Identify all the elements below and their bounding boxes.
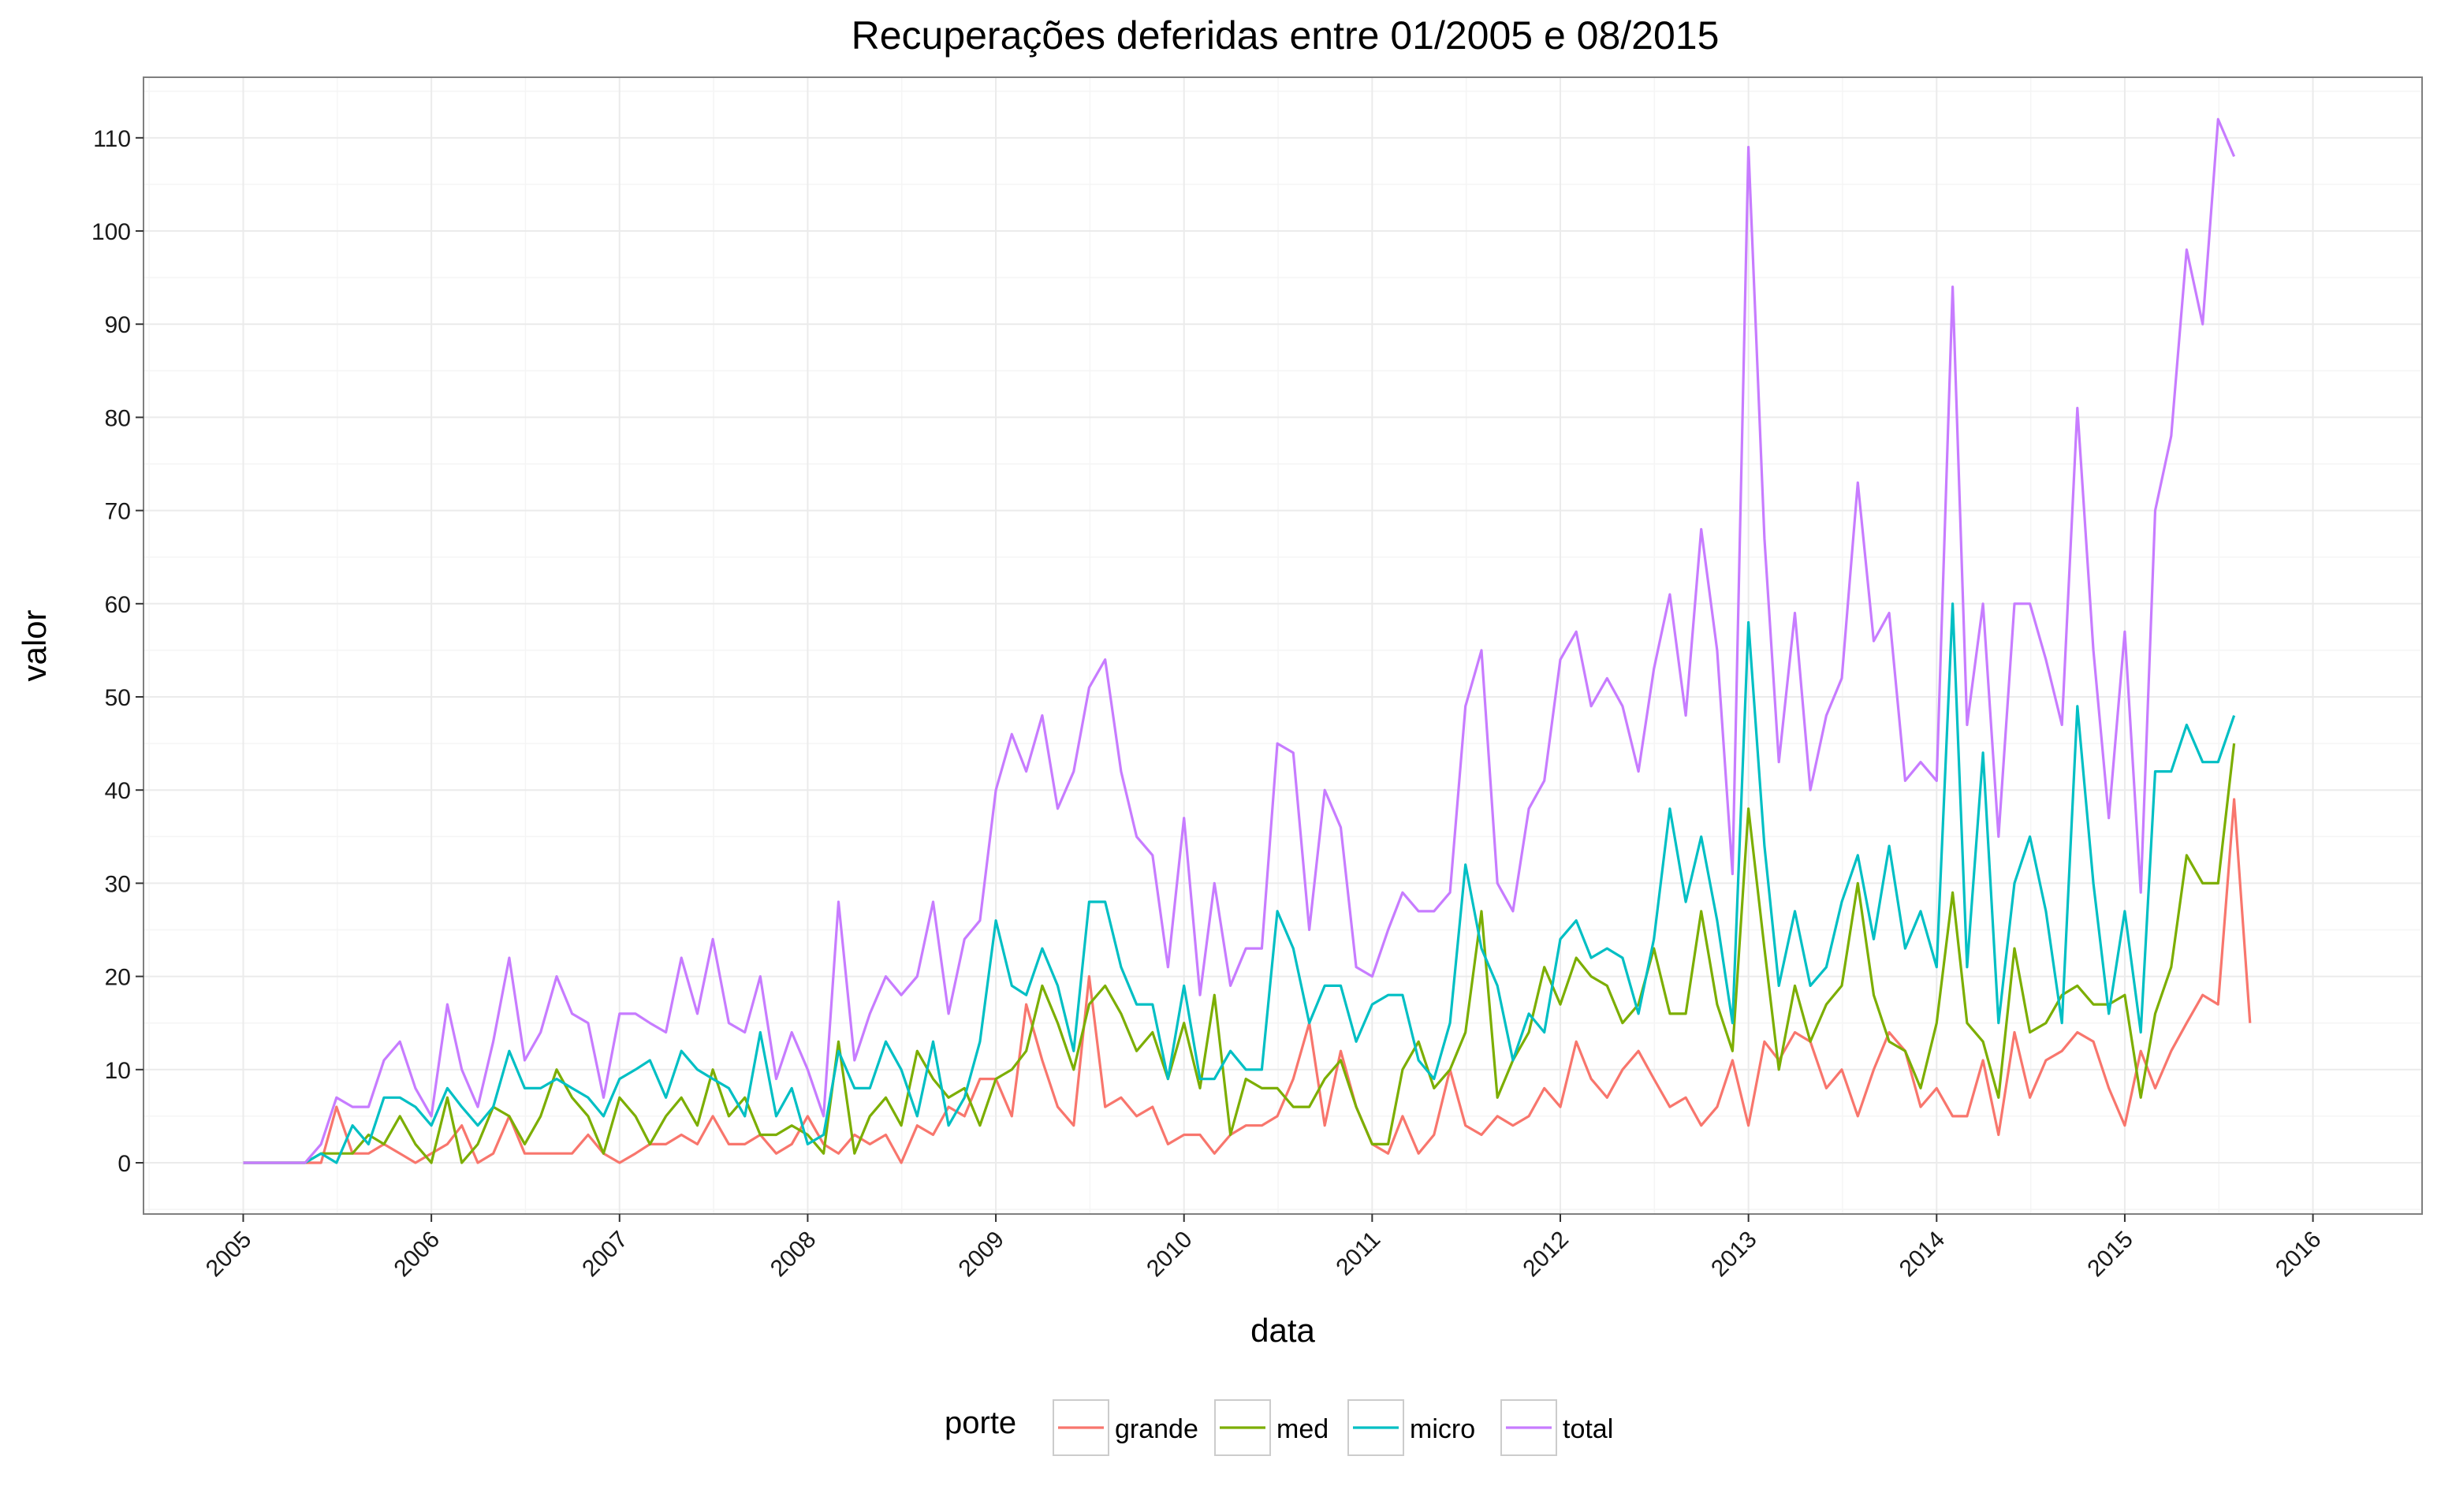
series-line-med [243, 743, 2236, 1164]
x-tick-label: 2010 [1142, 1227, 1198, 1283]
y-axis-title: valor [16, 609, 53, 681]
legend-label-total: total [1563, 1414, 1613, 1444]
y-tick-label: 10 [105, 1058, 131, 1084]
series-lines [243, 117, 2252, 1164]
y-axis: 0 10 20 30 40 50 60 70 80 90 100 110 [91, 126, 143, 1177]
y-tick-label: 100 [91, 219, 131, 245]
y-tick-label: 90 [105, 312, 131, 338]
x-tick-label: 2005 [201, 1227, 257, 1283]
x-tick-label: 2006 [389, 1227, 445, 1283]
x-tick-label: 2014 [1895, 1227, 1951, 1283]
x-tick-label: 2008 [766, 1227, 822, 1283]
y-tick-label: 0 [117, 1151, 131, 1177]
y-tick-label: 70 [105, 499, 131, 525]
plot-panel [143, 77, 2422, 1214]
plot-panel-border [143, 76, 2423, 1215]
y-tick-label: 50 [105, 685, 131, 711]
y-tick-label: 80 [105, 405, 131, 431]
y-tick-label: 60 [105, 592, 131, 618]
x-axis-title: data [1250, 1312, 1315, 1349]
legend-label-med: med [1276, 1414, 1329, 1444]
x-tick-label: 2015 [2082, 1227, 2138, 1283]
x-tick-label: 2016 [2271, 1227, 2327, 1283]
y-tick-label: 110 [93, 126, 131, 152]
x-tick-label: 2011 [1331, 1227, 1385, 1281]
legend-label-micro: micro [1410, 1414, 1475, 1444]
x-tick-label: 2009 [953, 1227, 1009, 1283]
series-line-grande [243, 798, 2252, 1164]
y-tick-label: 30 [105, 871, 131, 897]
legend-title: porte [945, 1406, 1016, 1440]
minor-gridlines [143, 77, 2422, 1214]
legend-label-grande: grande [1115, 1414, 1198, 1444]
x-axis: 2005 2006 2007 2008 2009 2010 2011 2012 2013 2014… [201, 1214, 2327, 1282]
series-line-total [243, 117, 2236, 1164]
legend: porte grande med micro total [945, 1399, 1613, 1456]
series-line-micro [243, 602, 2236, 1164]
y-tick-label: 40 [105, 778, 131, 804]
chart-title: Recuperações deferidas entre 01/2005 e 0… [852, 13, 1720, 58]
y-tick-label: 20 [105, 965, 131, 991]
legend-items: grande med micro total [1053, 1399, 1613, 1456]
x-tick-label: 2013 [1706, 1227, 1762, 1283]
x-tick-label: 2012 [1518, 1227, 1574, 1283]
x-tick-label: 2007 [577, 1227, 633, 1283]
